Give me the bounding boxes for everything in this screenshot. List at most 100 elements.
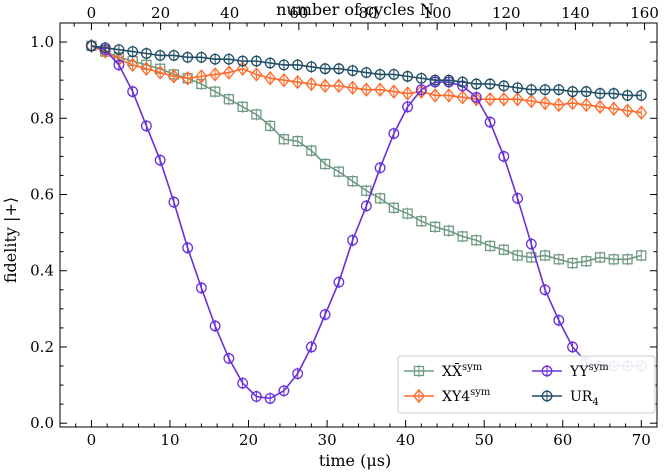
data-point: [607, 101, 620, 116]
data-point: [594, 99, 607, 115]
data-point: [402, 70, 414, 83]
top-x-axis-label: number of cycles N: [276, 0, 434, 19]
data-layer: [85, 38, 648, 405]
data-point: [457, 76, 469, 89]
data-point: [498, 150, 510, 163]
marker-diamond: [305, 76, 318, 92]
data-point: [580, 85, 592, 98]
marker-diamond: [126, 57, 139, 73]
data-point: [388, 68, 400, 81]
legend-label-superscript: sym: [470, 387, 491, 398]
legend-label-base: UR: [570, 389, 593, 405]
data-point: [553, 253, 564, 266]
data-point: [415, 83, 427, 96]
data-point: [470, 77, 482, 90]
data-point: [360, 82, 373, 97]
data-point: [127, 85, 139, 98]
data-point: [346, 80, 359, 96]
data-point: [126, 57, 139, 73]
x-tick-label: 0: [87, 431, 97, 449]
marker-diamond: [607, 101, 620, 116]
data-point: [333, 165, 345, 178]
top-tick-label: 100: [423, 4, 452, 22]
data-point: [567, 85, 579, 98]
data-point: [622, 89, 633, 102]
legend-label-superscript: sym: [588, 362, 609, 373]
data-point: [608, 87, 620, 100]
x-axis-label: time (μs): [319, 451, 391, 470]
data-point: [85, 39, 97, 52]
data-point: [567, 340, 579, 353]
marker-diamond: [167, 69, 180, 84]
series-yy-2: [85, 39, 647, 405]
data-point: [182, 241, 194, 254]
data-point: [250, 67, 263, 82]
marker-diamond: [264, 71, 277, 86]
top-tick-label: 160: [630, 4, 659, 22]
y-tick-label: 0.6: [30, 186, 54, 204]
data-point: [512, 81, 524, 94]
data-point: [443, 224, 454, 237]
marker-diamond: [277, 72, 290, 88]
data-point: [621, 103, 634, 118]
data-point: [292, 367, 304, 380]
data-point: [388, 201, 399, 214]
marker-diamond: [525, 93, 538, 109]
data-point: [416, 215, 427, 228]
data-point: [292, 58, 304, 71]
data-point: [264, 71, 277, 86]
marker-diamond: [412, 388, 426, 404]
data-point: [360, 199, 372, 212]
legend-item: XX̄sym: [404, 362, 483, 380]
data-point: [333, 276, 345, 289]
data-point: [622, 253, 633, 266]
top-tick-label: 60: [289, 4, 308, 22]
data-point: [552, 97, 565, 113]
data-point: [209, 320, 221, 332]
data-point: [154, 49, 166, 62]
ticks-layer: 0 10 20 30 40 50 60 70 0 20 40 60 80 100 120 140 160 0.0 0…: [30, 4, 659, 449]
data-point: [374, 68, 386, 81]
legend-label: XX̄sym: [442, 362, 483, 380]
data-point: [168, 49, 180, 62]
marker-diamond: [209, 67, 222, 82]
marker-diamond: [511, 92, 524, 107]
data-point: [306, 144, 317, 157]
y-tick-label: 0.2: [30, 338, 54, 356]
data-point: [608, 253, 619, 266]
data-point: [319, 158, 331, 171]
data-point: [347, 234, 359, 247]
data-point: [278, 384, 290, 397]
marker-diamond: [332, 78, 345, 94]
data-point: [525, 93, 538, 109]
data-point: [181, 71, 194, 86]
data-point: [429, 220, 441, 233]
y-tick-label: 1.0: [30, 33, 54, 51]
data-point: [525, 83, 537, 96]
marker-diamond: [470, 92, 483, 107]
data-point: [182, 51, 194, 64]
marker-diamond: [415, 84, 428, 99]
data-point: [251, 108, 262, 121]
data-point: [277, 72, 290, 88]
data-point: [319, 78, 332, 94]
marker-diamond: [236, 61, 249, 76]
data-point: [566, 95, 579, 111]
data-point: [374, 82, 387, 97]
data-point: [264, 119, 276, 132]
data-point: [635, 105, 648, 120]
marker-diamond: [594, 99, 607, 115]
x-tick-label: 40: [396, 431, 415, 449]
data-point: [471, 234, 482, 247]
marker-diamond: [222, 65, 235, 80]
data-point: [553, 314, 565, 327]
data-point: [429, 74, 441, 87]
legend-item: UR4: [532, 389, 599, 408]
data-point: [347, 175, 358, 188]
data-point: [635, 89, 647, 102]
legend-box: [397, 355, 656, 414]
legend-item: XY4sym: [404, 387, 491, 405]
marker-diamond: [374, 82, 387, 97]
y-tick-label: 0.8: [30, 109, 54, 127]
data-point: [223, 352, 235, 365]
